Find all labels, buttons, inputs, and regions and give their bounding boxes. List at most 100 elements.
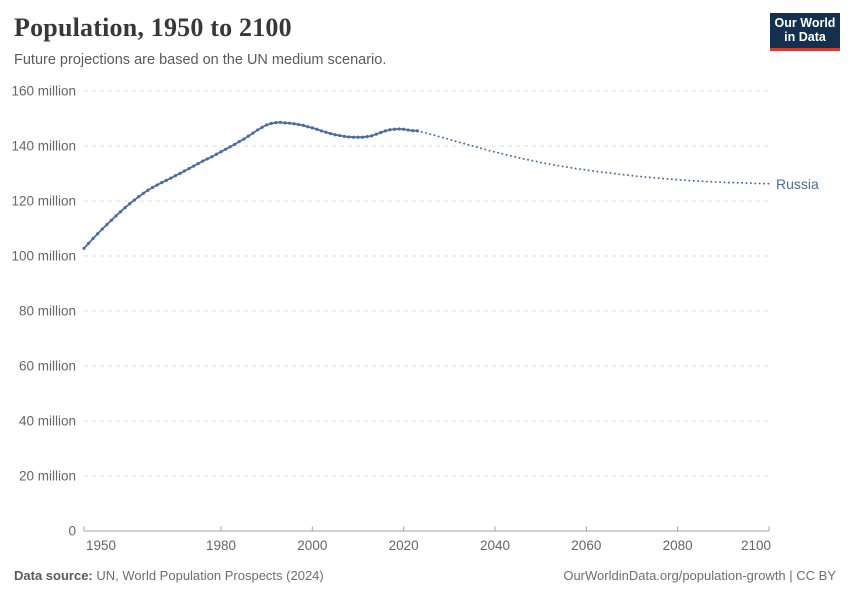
series-marker: [228, 145, 232, 149]
series-marker: [274, 121, 278, 125]
series-marker: [164, 178, 168, 182]
x-tick-label: 2080: [663, 538, 693, 553]
series-marker: [150, 185, 155, 190]
data-source-label: Data source:: [14, 568, 93, 583]
owid-logo-text: Our World in Data: [770, 13, 840, 48]
series-marker: [356, 135, 360, 139]
series-marker: [237, 140, 241, 144]
owid-logo-line2: in Data: [784, 30, 826, 45]
series-marker: [287, 121, 292, 125]
y-tick-label: 20 million: [19, 469, 76, 484]
series-marker: [265, 123, 269, 127]
series-marker: [114, 214, 118, 218]
series-marker: [128, 202, 132, 206]
series-line-historical: [83, 121, 419, 250]
series-marker: [333, 133, 337, 137]
series-marker: [269, 121, 273, 126]
x-tick-label: 1980: [206, 538, 236, 553]
series-marker: [100, 227, 104, 231]
series-marker: [283, 121, 287, 125]
x-tick-label: 2000: [297, 538, 327, 553]
series-marker: [141, 191, 145, 195]
series-marker: [233, 142, 237, 146]
page-title: Population, 1950 to 2100: [14, 13, 292, 42]
series-marker: [219, 150, 223, 154]
series-marker: [137, 195, 141, 199]
y-tick-label: 40 million: [19, 414, 76, 429]
series-marker: [255, 128, 260, 132]
series-marker: [223, 147, 228, 151]
y-tick-label: 0: [68, 524, 76, 539]
series-marker: [182, 169, 187, 173]
series-marker: [96, 232, 100, 236]
series-marker: [210, 155, 214, 159]
series-marker: [246, 134, 250, 138]
series-marker: [392, 127, 397, 131]
series-marker: [242, 137, 246, 141]
chart-subtitle: Future projections are based on the UN m…: [14, 52, 387, 68]
series-marker: [160, 180, 164, 185]
series-marker: [360, 135, 365, 139]
y-tick-label: 160 million: [11, 84, 76, 99]
series-marker: [201, 159, 205, 163]
series-marker: [319, 129, 324, 133]
chart-footer: Data source: UN, World Population Prospe…: [14, 568, 836, 583]
y-tick-label: 120 million: [11, 194, 76, 209]
series-marker: [82, 246, 86, 250]
series-marker: [397, 127, 401, 131]
series-marker: [388, 128, 392, 132]
series-marker: [411, 129, 415, 133]
owid-logo-line1: Our World: [774, 16, 836, 31]
data-source-note: Data source: UN, World Population Prospe…: [14, 568, 324, 583]
series-marker: [192, 164, 196, 168]
series-marker: [251, 131, 255, 135]
series-marker: [342, 134, 346, 138]
series-marker: [301, 123, 305, 127]
series-marker: [86, 241, 91, 245]
series-marker: [91, 236, 95, 240]
series-marker: [406, 128, 410, 132]
series-marker: [347, 135, 351, 139]
series-marker: [402, 127, 406, 131]
owid-logo-accent-strip: [770, 47, 840, 51]
series-marker: [379, 130, 383, 135]
series-marker: [178, 171, 182, 176]
x-tick-label: 1950: [86, 538, 116, 553]
series-marker: [109, 218, 113, 222]
series-marker: [105, 223, 109, 227]
y-tick-label: 60 million: [19, 359, 76, 374]
attribution-link[interactable]: OurWorldinData.org/population-growth | C…: [563, 568, 836, 583]
series-marker: [374, 132, 378, 136]
series-marker: [146, 188, 150, 192]
series-marker: [123, 206, 127, 210]
series-marker: [297, 122, 301, 127]
series-marker: [365, 135, 369, 139]
series-marker: [306, 125, 310, 129]
series-marker: [187, 166, 191, 171]
series-marker: [118, 210, 123, 214]
series-line-projection: [416, 129, 770, 185]
owid-logo: Our World in Data: [770, 13, 840, 51]
series-marker: [196, 162, 200, 166]
series-marker: [315, 127, 319, 131]
series-marker: [173, 174, 177, 178]
data-source-value: UN, World Population Prospects (2024): [92, 568, 324, 583]
series-marker: [383, 129, 387, 133]
series-marker: [155, 183, 159, 187]
x-tick-label: 2040: [480, 538, 510, 553]
series-marker: [205, 157, 209, 161]
entity-label-russia[interactable]: Russia: [776, 175, 819, 192]
y-tick-label: 100 million: [11, 249, 76, 264]
series-marker: [292, 122, 296, 126]
series-marker: [169, 176, 173, 180]
series-marker: [260, 125, 264, 129]
y-tick-label: 140 million: [11, 139, 76, 154]
series-marker: [338, 133, 342, 138]
series-marker: [329, 132, 333, 136]
series-marker: [351, 135, 356, 139]
series-marker: [278, 120, 282, 124]
x-tick-label: 2060: [571, 538, 601, 553]
series-marker: [370, 134, 374, 138]
